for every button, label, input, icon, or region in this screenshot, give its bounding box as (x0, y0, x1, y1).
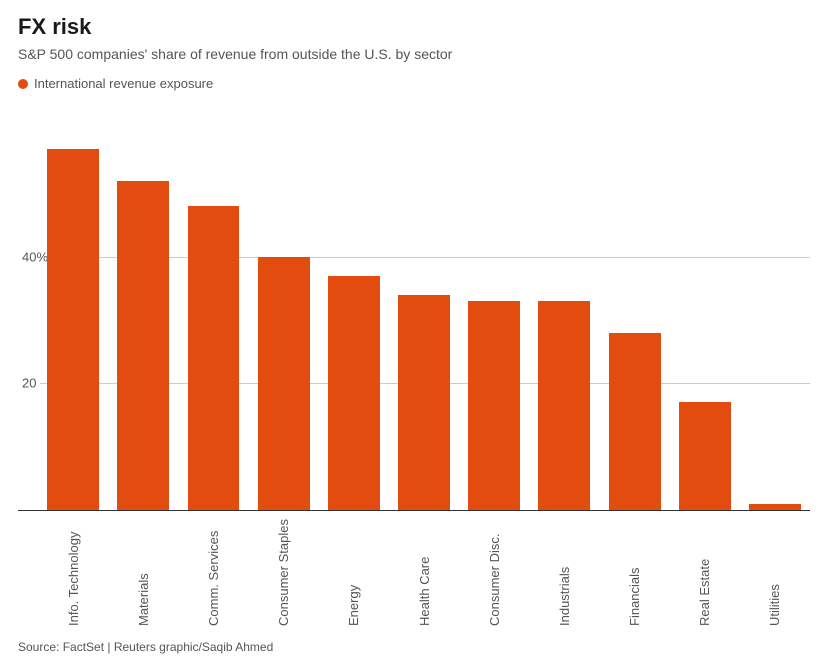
x-tick-label: Utilities (740, 516, 810, 626)
x-tick-label: Industrials (529, 516, 599, 626)
bar (188, 206, 240, 510)
bar (468, 301, 520, 510)
bar-col (670, 402, 740, 510)
chart-subtitle: S&P 500 companies' share of revenue from… (18, 46, 810, 62)
chart-title: FX risk (18, 14, 810, 40)
bar (538, 301, 590, 510)
x-tick-label: Info. Technology (38, 516, 108, 626)
bar-col (389, 295, 459, 510)
baseline (18, 510, 810, 511)
bar-col (319, 276, 389, 510)
bar-col (600, 333, 670, 510)
legend: International revenue exposure (18, 76, 810, 91)
x-tick-label: Consumer Staples (249, 516, 319, 626)
source-footnote: Source: FactSet | Reuters graphic/Saqib … (18, 640, 273, 654)
bar-col (740, 504, 810, 510)
bar-col (38, 149, 108, 510)
plot-area: 2040% (18, 130, 810, 510)
bar (609, 333, 661, 510)
legend-label: International revenue exposure (34, 76, 213, 91)
bar (258, 257, 310, 510)
legend-dot-icon (18, 79, 28, 89)
chart-container: FX risk S&P 500 companies' share of reve… (0, 0, 828, 664)
bar (47, 149, 99, 510)
bar-col (459, 301, 529, 510)
x-tick-label: Consumer Disc. (459, 516, 529, 626)
bar (117, 181, 169, 510)
bar-col (529, 301, 599, 510)
bar-col (108, 181, 178, 510)
x-tick-label: Comm. Services (178, 516, 248, 626)
x-tick-label: Health Care (389, 516, 459, 626)
x-tick-label: Materials (108, 516, 178, 626)
bar (398, 295, 450, 510)
bar (328, 276, 380, 510)
x-axis-labels: Info. TechnologyMaterialsComm. ServicesC… (38, 516, 810, 626)
bar (749, 504, 801, 510)
x-tick-label: Energy (319, 516, 389, 626)
bar-col (249, 257, 319, 510)
bar-col (178, 206, 248, 510)
x-tick-label: Real Estate (670, 516, 740, 626)
x-tick-label: Financials (600, 516, 670, 626)
bars (38, 130, 810, 510)
bar (679, 402, 731, 510)
